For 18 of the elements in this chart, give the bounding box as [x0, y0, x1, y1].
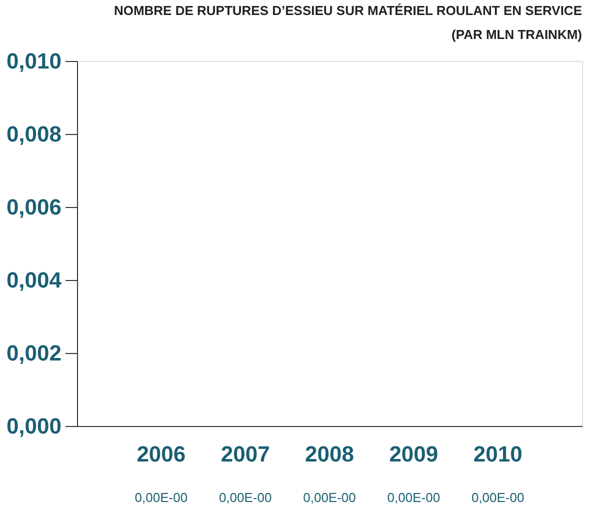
- y-tick-label: 0,008: [6, 122, 62, 146]
- text: (PAR MLN TRAINKM): [452, 27, 582, 42]
- x-tick-label: 2009: [389, 442, 438, 466]
- data-label: 0,00E-00: [134, 490, 188, 505]
- x-tick-label: 2007: [220, 442, 270, 466]
- data-label: 0,00E-00: [471, 490, 524, 505]
- y-tick-label: 0,000: [6, 414, 62, 438]
- x-tick-label: 2006: [136, 442, 186, 466]
- data-label: 0,00E-00: [218, 490, 272, 505]
- data-label: 0,00E-00: [387, 490, 440, 505]
- x-tick-label: 2010: [473, 442, 522, 466]
- y-tick-label: 0,010: [6, 48, 62, 74]
- y-tick-label: 0,002: [6, 340, 62, 366]
- data-label: 0,00E-00: [303, 490, 356, 505]
- y-tick-label: 0,004: [6, 268, 62, 292]
- y-tick-label: 0,006: [6, 194, 62, 220]
- x-tick-label: 2008: [305, 442, 354, 466]
- text: NOMBRE DE RUPTURES D’ESSIEU SUR MATÉRIEL ROULANT EN SERVICE: [114, 3, 582, 18]
